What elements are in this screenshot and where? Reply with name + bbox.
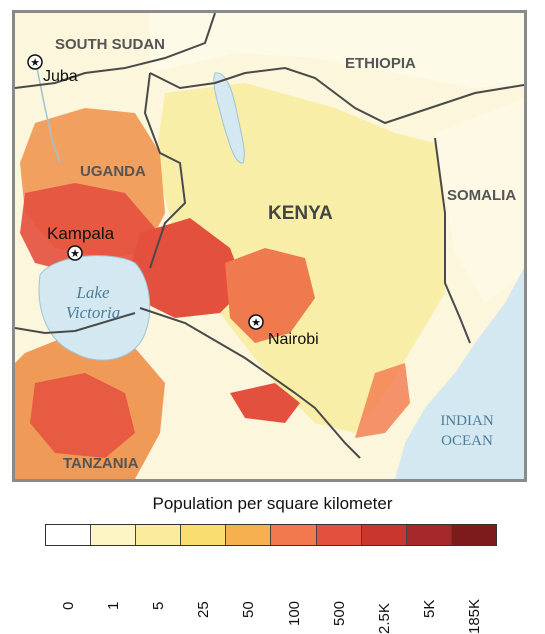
legend-swatch (271, 525, 317, 545)
label-nairobi: Nairobi (268, 331, 319, 348)
legend-tick-label: 25 (195, 601, 213, 618)
label-ocean-line1: INDIAN (440, 413, 493, 429)
legend-tick-label: 50 (240, 601, 258, 618)
indian-ocean (395, 268, 524, 479)
label-lake-line1: Lake (75, 283, 110, 302)
coast-density (355, 363, 410, 438)
country-borders (15, 13, 524, 459)
map-canvas: ★ ★ ★ SOUTH SUDAN ETHIOPIA UGANDA KENYA … (15, 13, 524, 479)
label-tanzania: TANZANIA (63, 455, 139, 472)
lake-victoria (38, 255, 151, 361)
kampala-star-icon: ★ (70, 248, 80, 260)
juba-star-icon: ★ (30, 57, 40, 69)
legend-tick-label: 500 (330, 600, 348, 626)
country-labels: SOUTH SUDAN ETHIOPIA UGANDA KENYA SOMALI… (55, 36, 516, 472)
legend-swatch (46, 525, 92, 545)
legend-swatch (316, 525, 362, 545)
legend-swatch (91, 525, 137, 545)
legend-swatch (226, 525, 272, 545)
legend-color-bar (45, 524, 497, 546)
legend-tick-label: 5K (421, 599, 439, 618)
somalia-land (435, 98, 524, 303)
legend-tick-label: 2.5K (376, 603, 393, 634)
legend-swatch (406, 525, 452, 545)
label-south-sudan: SOUTH SUDAN (55, 36, 165, 53)
legend-swatch (136, 525, 182, 545)
legend-tick-label: 185K (466, 598, 484, 634)
city-labels: Juba Kampala Nairobi (43, 68, 319, 348)
uganda-high-density (20, 183, 155, 278)
border-uganda-kenya (143, 72, 187, 269)
water-labels: Lake Victoria INDIAN OCEAN (66, 283, 494, 449)
legend-tick-label: 0 (59, 601, 77, 610)
kilimanjaro-density (230, 383, 300, 423)
border-ethiopia-kenya (149, 66, 524, 125)
border-uganda-tanzania (15, 312, 136, 335)
ethiopia-land (150, 13, 524, 88)
legend-title: Population per square kilometer (152, 494, 393, 513)
legend-swatch (451, 525, 496, 545)
tanzania-high-density (30, 373, 135, 458)
label-ocean-line2: OCEAN (441, 433, 493, 449)
legend-tick-label: 100 (285, 600, 303, 626)
legend-tick-label: 1 (104, 601, 122, 610)
legend-swatch (361, 525, 407, 545)
kampala-marker (67, 245, 83, 261)
nairobi-marker (248, 314, 264, 330)
label-ethiopia: ETHIOPIA (345, 55, 416, 72)
border-kenya-tanzania (139, 307, 361, 459)
central-kenya-density (225, 248, 315, 343)
border-south-sudan (15, 13, 216, 89)
label-somalia: SOMALIA (447, 187, 516, 204)
legend-swatch (181, 525, 227, 545)
lake-turkana (213, 72, 245, 164)
label-juba: Juba (43, 68, 78, 85)
city-markers: ★ ★ ★ (27, 54, 264, 330)
label-lake-line2: Victoria (66, 303, 120, 322)
border-kenya-somalia (434, 137, 471, 344)
label-uganda: UGANDA (80, 163, 146, 180)
map-panel: ★ ★ ★ SOUTH SUDAN ETHIOPIA UGANDA KENYA … (12, 10, 527, 482)
river-line (34, 57, 61, 164)
label-kenya: KENYA (268, 203, 333, 224)
nairobi-star-icon: ★ (251, 317, 261, 329)
label-kampala: Kampala (47, 224, 115, 243)
legend-tick-label: 5 (150, 601, 167, 610)
juba-marker (27, 54, 43, 70)
